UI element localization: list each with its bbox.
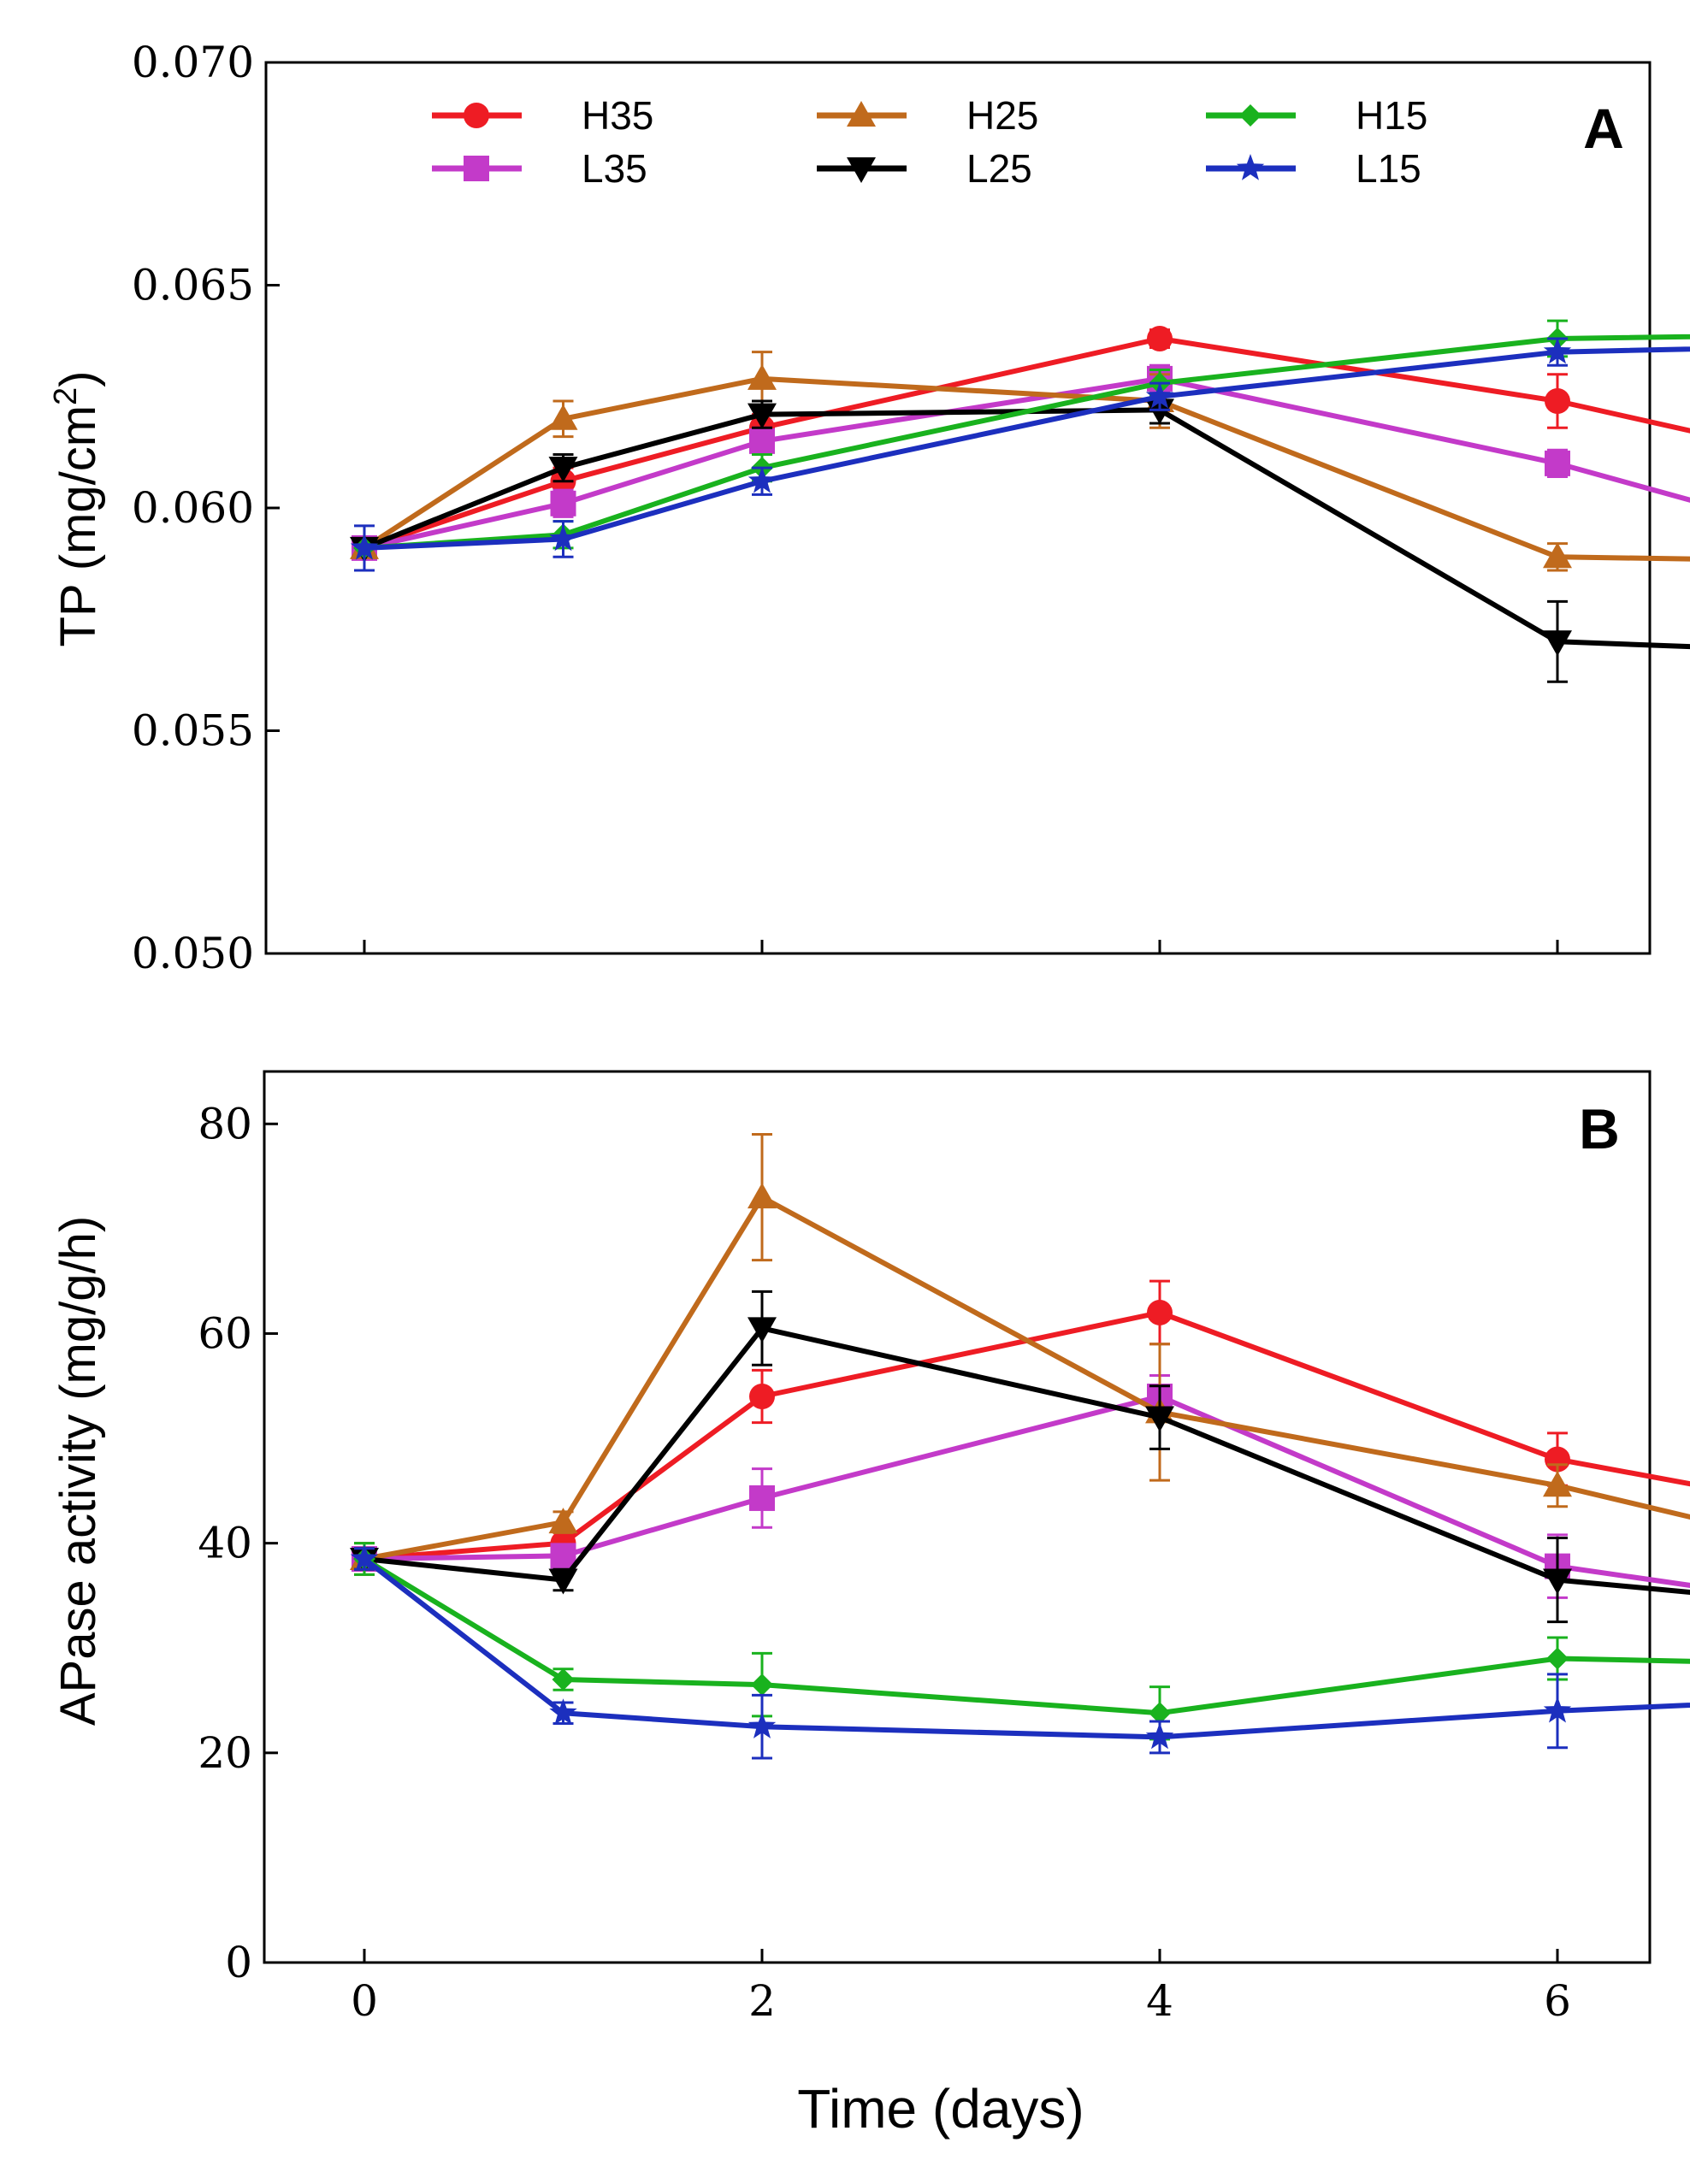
panel-b-y-ticks: 0 20 40 60 80 bbox=[198, 1099, 278, 1987]
series-L25 bbox=[350, 1290, 1690, 1624]
legend-swatch-marker bbox=[847, 101, 876, 127]
x-tick-label: 6 bbox=[1544, 1976, 1571, 2026]
data-point bbox=[749, 1485, 775, 1511]
series-line bbox=[363, 1310, 1690, 1561]
legend-label: H35 bbox=[582, 93, 653, 138]
panel-a-y-axis-title-end: ) bbox=[50, 371, 106, 387]
panel-b-x-ticks: 024681012 bbox=[351, 1949, 1571, 2026]
data-point bbox=[1147, 1299, 1173, 1325]
data-point bbox=[548, 1568, 578, 1595]
data-point bbox=[749, 428, 775, 454]
y-tick-label: 80 bbox=[198, 1099, 252, 1148]
legend: H35 L35 H25 L25 H15 L15 bbox=[432, 93, 1427, 191]
legend-label: L25 bbox=[966, 146, 1032, 191]
data-point bbox=[1545, 387, 1570, 414]
y-tick-label: 0.055 bbox=[132, 706, 254, 756]
data-point bbox=[550, 1543, 576, 1569]
data-point bbox=[549, 1698, 577, 1725]
panel-b-y-axis-title: APase activity (mg/g/h) bbox=[50, 1216, 106, 1726]
x-axis-title: Time (days) bbox=[797, 2078, 1084, 2140]
data-point bbox=[548, 457, 578, 483]
data-point bbox=[1145, 1406, 1174, 1432]
series-L15 bbox=[350, 1544, 1690, 1760]
x-tick-label: 2 bbox=[748, 1976, 776, 2026]
legend-swatch-marker bbox=[464, 156, 489, 181]
legend-swatch-marker bbox=[847, 157, 876, 183]
data-point bbox=[548, 1508, 578, 1534]
legend-label: H25 bbox=[966, 93, 1038, 138]
series-L25 bbox=[350, 395, 1690, 683]
y-tick-label: 0.065 bbox=[132, 261, 254, 310]
data-point bbox=[1543, 1696, 1572, 1723]
data-point bbox=[751, 1673, 773, 1697]
series-H25 bbox=[350, 1133, 1690, 1571]
legend-label: L35 bbox=[582, 146, 647, 191]
data-point bbox=[1149, 1702, 1171, 1725]
panel-a-plot-frame bbox=[264, 61, 1652, 955]
data-point bbox=[1147, 326, 1173, 352]
y-tick-label: 0.050 bbox=[132, 929, 254, 978]
data-point bbox=[350, 533, 379, 560]
data-point bbox=[748, 1712, 777, 1738]
x-tick-label: 4 bbox=[1146, 1976, 1173, 2026]
y-tick-label: 40 bbox=[198, 1519, 252, 1568]
series-H35 bbox=[352, 326, 1690, 561]
x-tick-label: 0 bbox=[351, 1976, 378, 2026]
data-point bbox=[1543, 1471, 1572, 1497]
data-point bbox=[548, 404, 578, 430]
legend-item-H15: H15 bbox=[1206, 93, 1427, 138]
panel-a-y-ticks: 0.050 0.055 0.060 0.065 0.070 bbox=[132, 38, 280, 978]
y-tick-label: 60 bbox=[198, 1308, 252, 1358]
data-point bbox=[1543, 630, 1572, 657]
panel-a-letter: A bbox=[1583, 97, 1624, 160]
data-point bbox=[1545, 450, 1570, 476]
data-point bbox=[1543, 337, 1572, 364]
legend-label: H15 bbox=[1356, 93, 1427, 138]
panel-a-series bbox=[350, 319, 1690, 683]
series-line bbox=[363, 1325, 1690, 1596]
legend-item-L35: L35 bbox=[432, 146, 647, 191]
y-tick-label: 0 bbox=[225, 1938, 252, 1987]
data-point bbox=[749, 1384, 775, 1410]
legend-swatch-marker bbox=[1236, 154, 1265, 180]
panel-a-x-ticks bbox=[363, 940, 1559, 953]
panel-a-y-axis-title: TP (mg/cm2) bbox=[48, 371, 106, 647]
legend-item-L25: L25 bbox=[817, 146, 1032, 191]
panel-b-plot-frame bbox=[263, 1070, 1652, 1964]
panel-a-y-axis-title-sup: 2 bbox=[48, 387, 84, 405]
legend-swatch-marker bbox=[1239, 104, 1262, 127]
data-point bbox=[552, 1668, 575, 1691]
data-point bbox=[1543, 542, 1572, 569]
legend-label: L15 bbox=[1356, 146, 1421, 191]
legend-item-L15: L15 bbox=[1206, 146, 1421, 191]
data-point bbox=[549, 524, 577, 552]
panel-b-series bbox=[350, 1133, 1690, 1760]
data-point bbox=[748, 363, 777, 390]
panel-b-letter: B bbox=[1579, 1097, 1620, 1160]
panel-a-y-axis-title-main: TP (mg/cm bbox=[50, 405, 106, 647]
data-point bbox=[350, 1544, 379, 1571]
legend-item-H25: H25 bbox=[817, 93, 1038, 138]
data-point bbox=[748, 1317, 777, 1343]
data-point bbox=[1145, 1722, 1174, 1750]
data-point bbox=[1145, 381, 1174, 409]
data-point bbox=[748, 403, 777, 429]
data-point bbox=[748, 1183, 777, 1209]
y-tick-label: 20 bbox=[198, 1728, 252, 1778]
data-point bbox=[550, 490, 576, 516]
y-tick-label: 0.060 bbox=[132, 483, 254, 533]
data-point bbox=[1546, 1647, 1569, 1670]
data-point bbox=[1543, 1568, 1572, 1595]
series-L15 bbox=[350, 337, 1690, 572]
data-point bbox=[748, 466, 777, 493]
legend-swatch-marker bbox=[464, 103, 489, 128]
series-H15 bbox=[353, 1542, 1690, 1741]
y-tick-label: 0.070 bbox=[132, 38, 254, 87]
legend-item-H35: H35 bbox=[432, 93, 653, 138]
